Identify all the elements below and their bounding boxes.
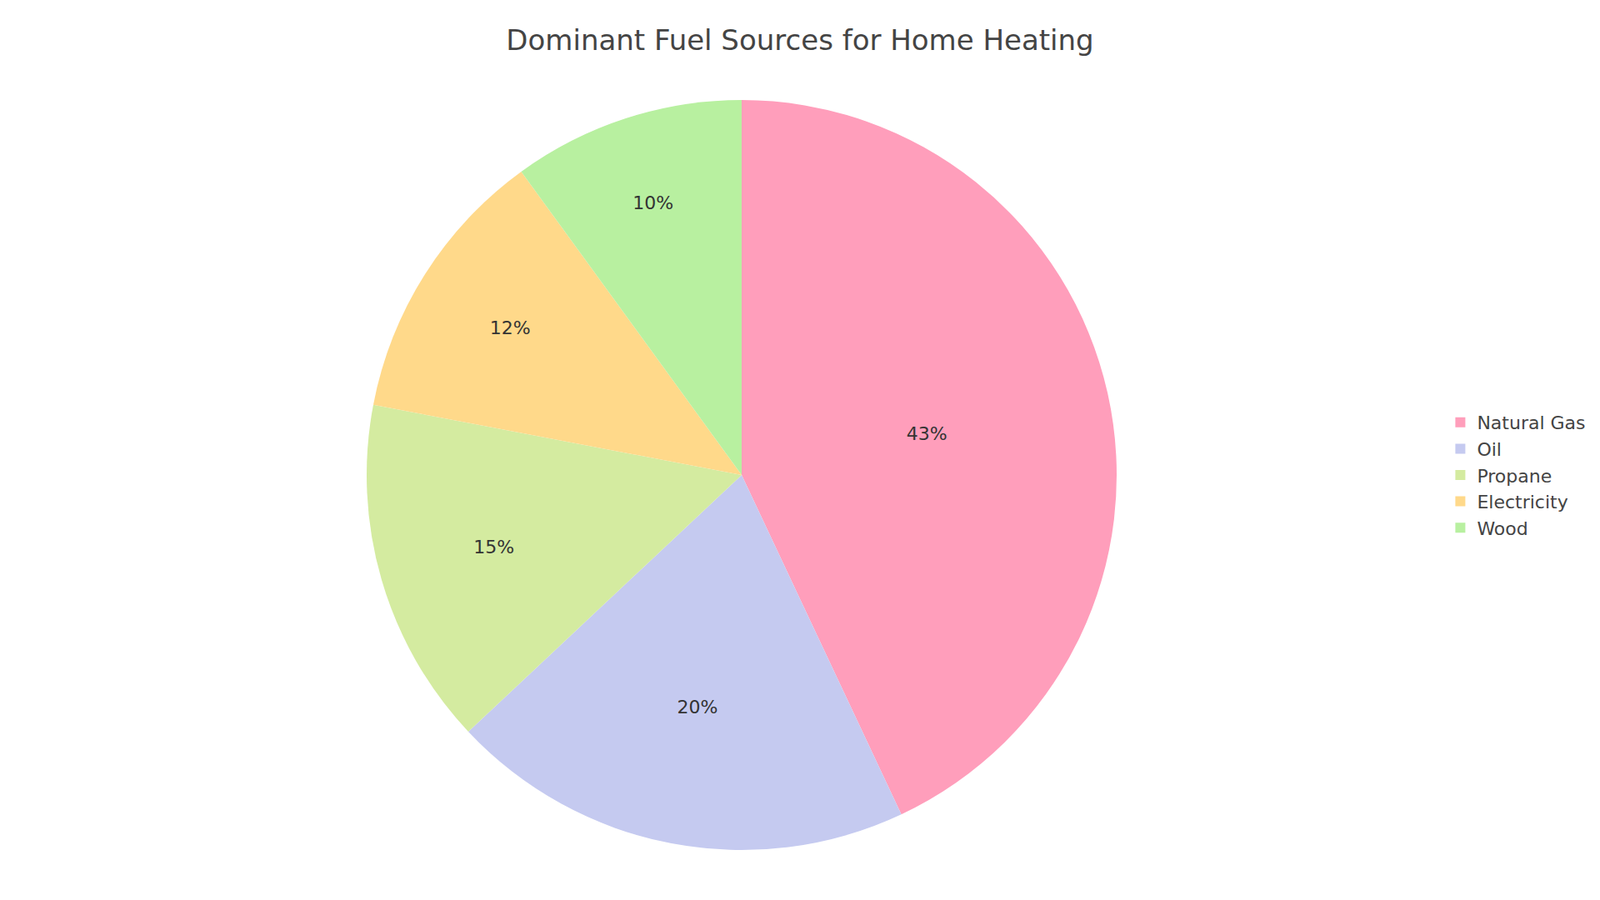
svg-text:10%: 10% (632, 192, 674, 214)
svg-text:15%: 15% (473, 536, 515, 558)
svg-text:20%: 20% (676, 696, 718, 718)
svg-text:43%: 43% (906, 423, 948, 445)
svg-text:Natural Gas: Natural Gas (1476, 412, 1585, 434)
svg-text:Dominant Fuel Sources for Home: Dominant Fuel Sources for Home Heating (505, 23, 1094, 57)
svg-text:12%: 12% (490, 317, 531, 339)
svg-text:Propane: Propane (1476, 465, 1552, 487)
svg-text:Electricity: Electricity (1476, 491, 1568, 513)
svg-text:Oil: Oil (1476, 439, 1502, 460)
svg-text:Wood: Wood (1476, 518, 1528, 540)
